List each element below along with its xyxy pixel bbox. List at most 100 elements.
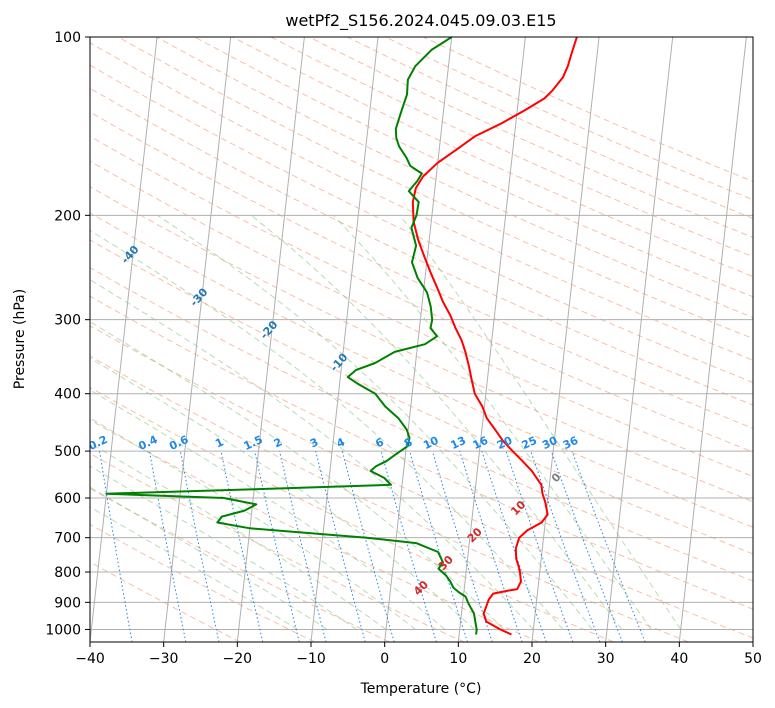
mixing-ratio-line (550, 450, 623, 642)
mixing-ratio-label: 2 (272, 435, 284, 450)
x-axis-label: Temperature (°C) (360, 681, 482, 697)
dry-adiabat (90, 239, 753, 555)
mixing-ratio-label: 3 (308, 435, 320, 450)
mixing-ratio-line (571, 450, 646, 642)
isotherm-line (0, 37, 10, 642)
mixing-ratio-line (279, 450, 327, 642)
x-tick-label: −40 (75, 651, 105, 667)
mixing-ratio-line (254, 450, 300, 642)
dry-adiabat (90, 160, 753, 478)
isotherm-line (163, 37, 232, 642)
y-tick-label: 1000 (45, 622, 81, 638)
mixing-ratio-label: 36 (561, 434, 581, 452)
dry-adiabat (90, 135, 753, 453)
isotherm-label: -60 (0, 178, 2, 202)
mixing-ratio-line (341, 450, 395, 642)
y-axis: 100 200 300 400 500 600 700 800 900 1000 (45, 30, 90, 638)
dry-adiabat (156, 37, 753, 319)
x-tick-label: 20 (523, 651, 541, 667)
isotherm-line (384, 37, 453, 642)
dewpoint-line (105, 37, 478, 635)
x-tick-label: −30 (149, 651, 179, 667)
dry-adiabat (194, 37, 753, 298)
y-tick-label: 300 (54, 313, 81, 329)
isotherm-line (236, 37, 305, 642)
dry-adiabat (90, 212, 753, 528)
isotherm-label: -40 (119, 243, 142, 267)
y-tick-label: 600 (54, 491, 81, 507)
dry-adiabat (90, 452, 465, 642)
mixing-ratio-label: 6 (373, 435, 386, 450)
dry-adiabat (90, 64, 753, 383)
plot-frame (89, 36, 754, 643)
y-tick-label: 800 (54, 565, 81, 581)
y-tick-label: 900 (54, 595, 81, 611)
dry-adiabat (90, 42, 753, 361)
x-axis: −40 −30 −20 −10 0 10 20 30 40 50 (75, 642, 762, 667)
dry-adiabat (90, 487, 390, 642)
mixing-ratio-line (220, 451, 264, 642)
isotherm-line (310, 37, 379, 642)
isotherm-line (752, 637, 753, 642)
mixing-ratio-line (149, 451, 187, 642)
mixing-ratio-label: 1.5 (242, 433, 265, 453)
dry-adiabat (118, 37, 753, 340)
mixing-ratio-line (99, 451, 133, 642)
temperature-line (411, 37, 578, 636)
dry-adiabat (90, 186, 753, 503)
y-tick-label: 200 (54, 208, 81, 224)
moist-adiabat-label: 40 (411, 578, 431, 598)
y-tick-label: 400 (54, 387, 81, 403)
y-tick-label: 500 (54, 444, 81, 460)
moist-adiabat-label: 20 (465, 525, 485, 545)
x-tick-label: 30 (597, 651, 615, 667)
mixing-ratio-label: 10 (421, 434, 441, 452)
mixing-ratio-line (409, 450, 468, 642)
x-tick-label: 50 (744, 651, 762, 667)
dry-adiabat (90, 111, 753, 429)
x-tick-label: 10 (449, 651, 467, 667)
x-tick-label: −10 (296, 651, 326, 667)
dry-adiabat (385, 37, 753, 201)
mixing-ratio-line (315, 450, 366, 642)
line-labels: 0.10.20.40.611.52346810131620253036-100-… (0, 178, 581, 598)
mixing-ratio-line (179, 451, 220, 642)
moist-adiabat (90, 357, 475, 630)
y-axis-label: Pressure (hPa) (12, 289, 28, 389)
mixing-ratio-label: 13 (449, 434, 468, 452)
moist-adiabat (90, 229, 564, 630)
background-lines (0, 37, 753, 642)
moist-adiabat (399, 215, 682, 630)
y-tick-label: 100 (54, 30, 81, 46)
mixing-ratio-line (530, 450, 601, 642)
moist-adiabat-label: 10 (508, 498, 528, 518)
mixing-ratio-label: 0.4 (136, 433, 159, 453)
moist-adiabat (90, 321, 505, 630)
isotherm-label: -20 (258, 318, 281, 342)
dry-adiabat (90, 419, 540, 642)
dry-adiabat (90, 267, 753, 582)
dry-adiabat (90, 295, 753, 610)
dry-adiabat (90, 87, 753, 406)
mixing-ratio-line (459, 450, 523, 642)
isotherm-line (678, 37, 747, 642)
dry-adiabat (232, 37, 753, 278)
mixing-ratio-label: 1 (213, 435, 225, 450)
moist-adiabat (332, 214, 652, 630)
dry-adiabat (347, 37, 753, 219)
dry-adiabat (90, 355, 689, 642)
y-tick-label: 700 (54, 531, 81, 547)
dry-adiabat (270, 37, 753, 258)
moist-adiabat (90, 506, 298, 630)
mixing-ratio-label: 16 (471, 434, 491, 452)
mixing-ratio-label: 20 (495, 434, 515, 452)
mixing-ratio-label: 0.6 (167, 433, 190, 453)
chart-title: wetPf2_S156.2024.045.09.03.E15 (285, 11, 556, 31)
isotherm-line (90, 37, 158, 642)
x-tick-label: 0 (380, 651, 389, 667)
isotherm-line (457, 37, 526, 642)
isotherm-label: -10 (328, 351, 351, 375)
x-tick-label: 40 (670, 651, 688, 667)
isotherm-line (605, 37, 674, 642)
